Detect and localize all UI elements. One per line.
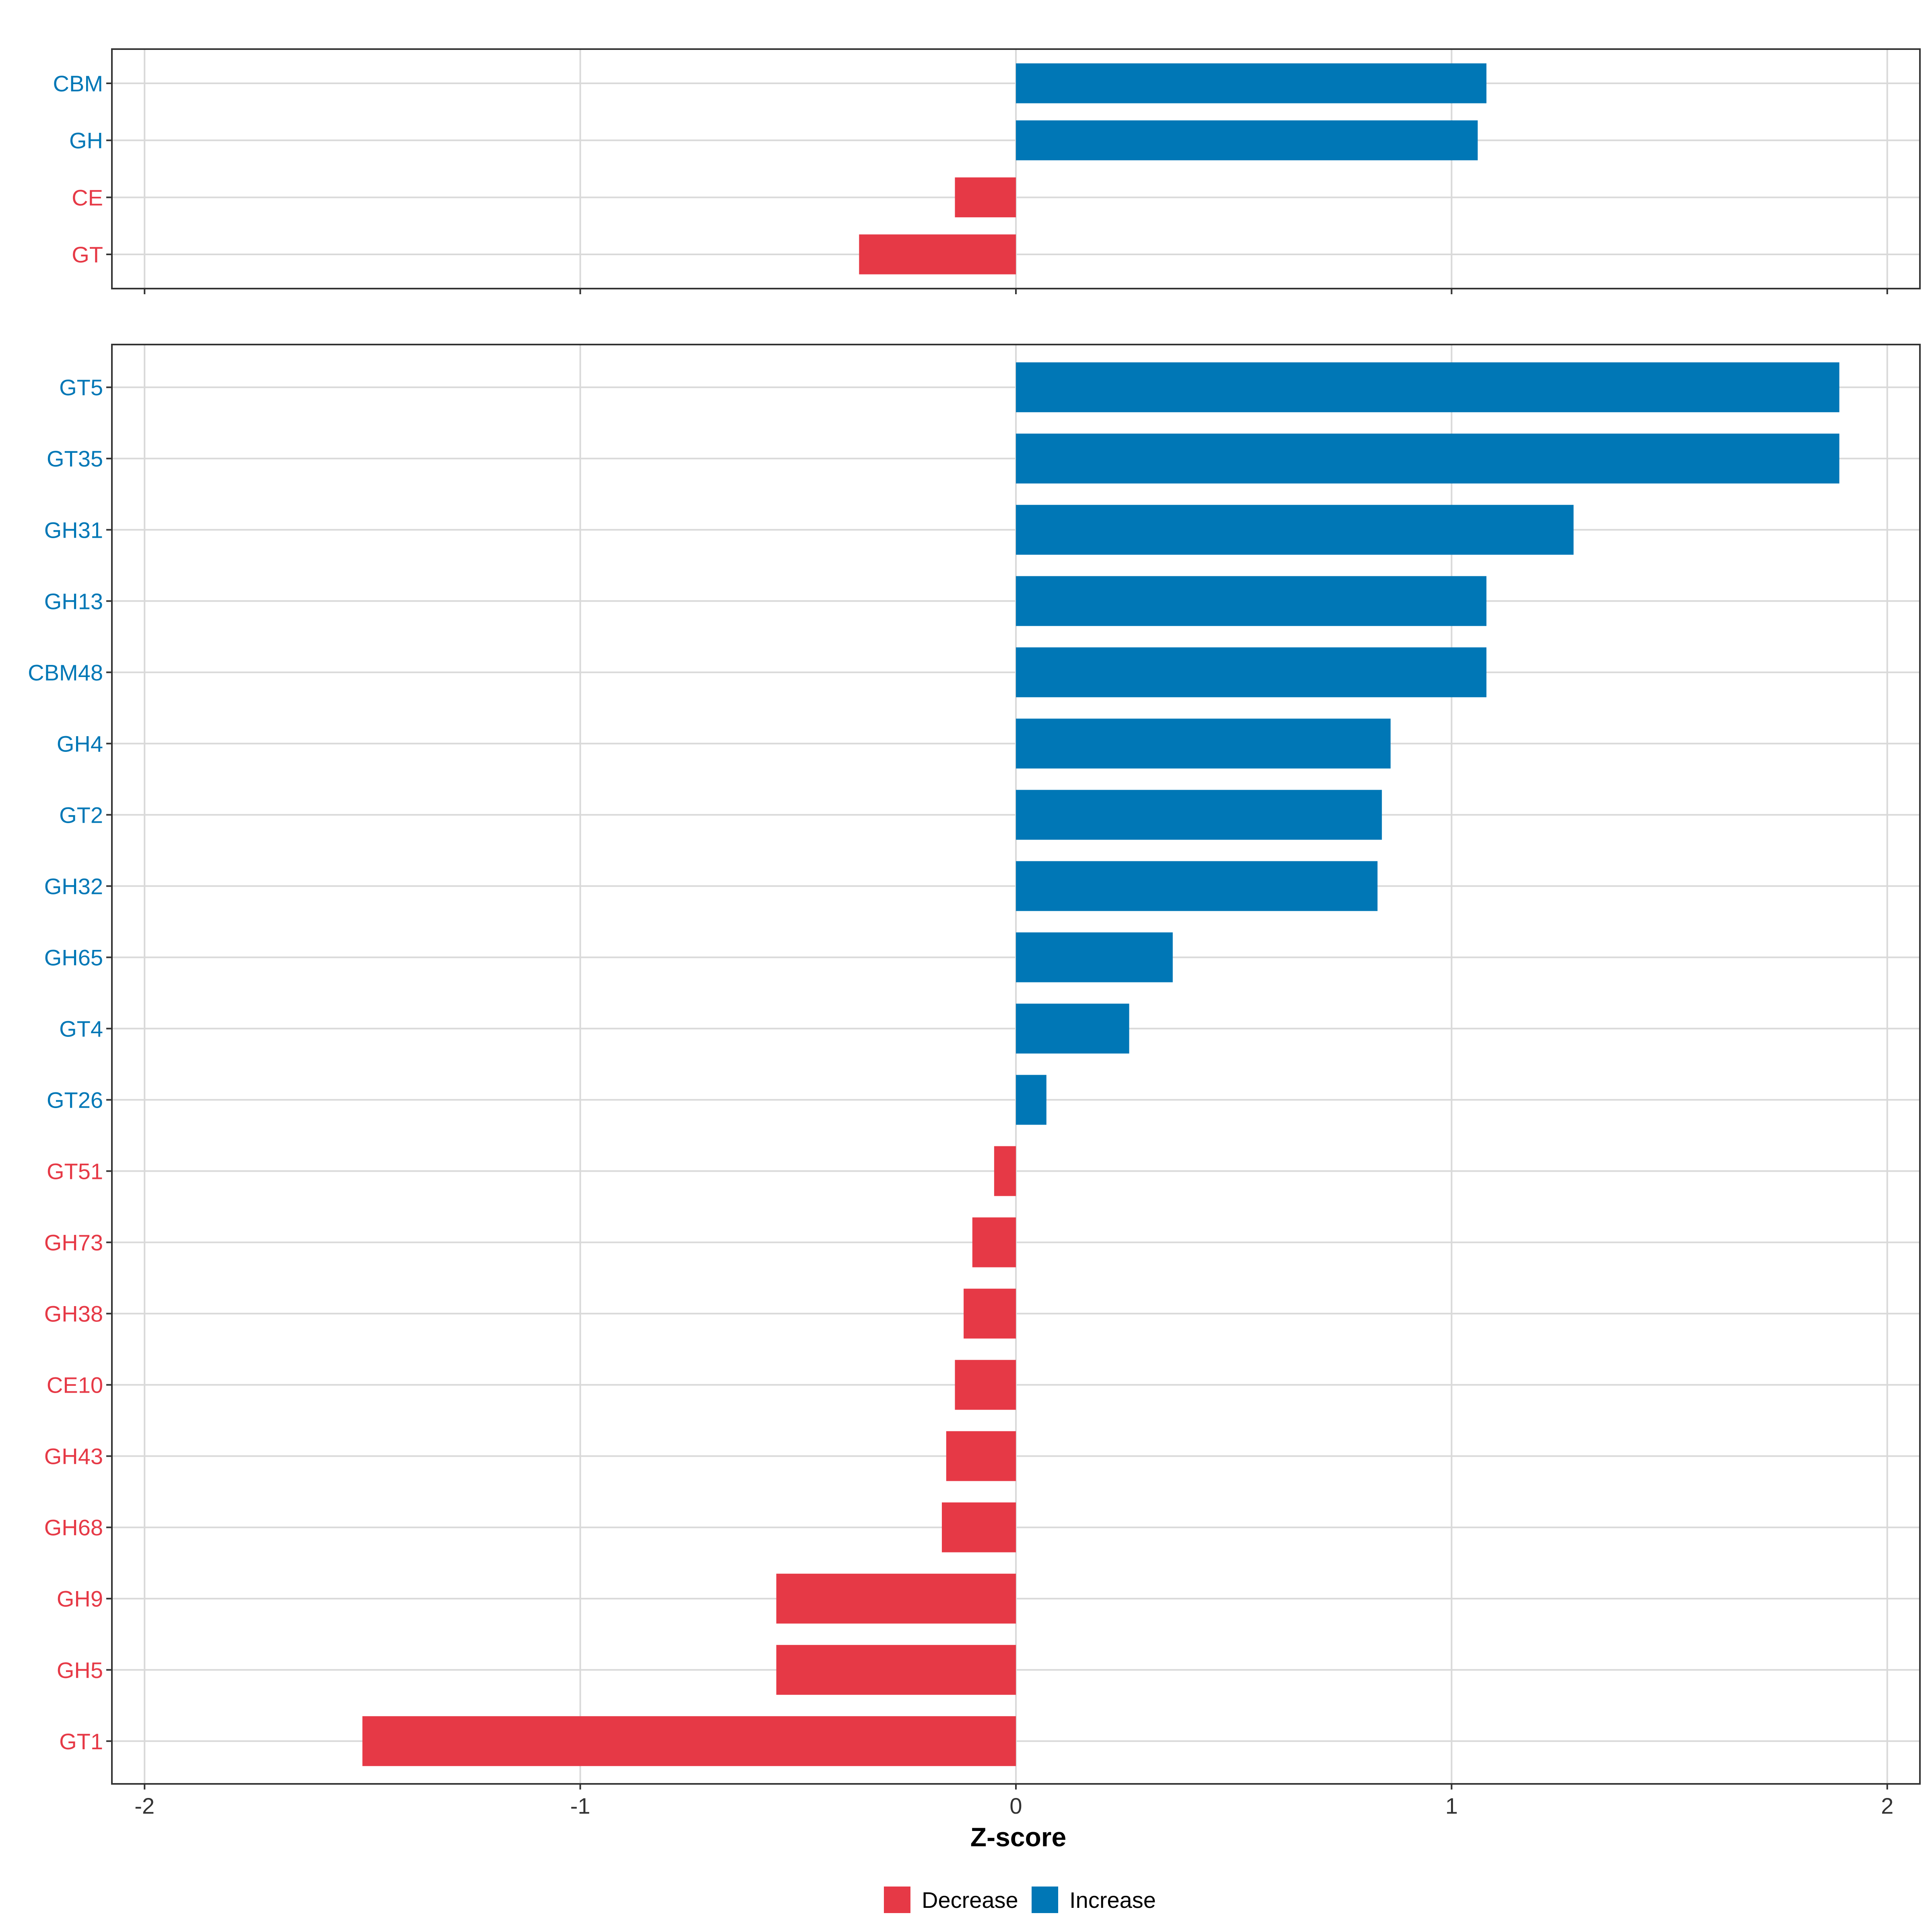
category-label-gt26: GT26 bbox=[47, 1088, 103, 1113]
bar-gt26 bbox=[1016, 1075, 1046, 1125]
legend-swatch-decrease bbox=[884, 1887, 910, 1913]
x-tick-label: -1 bbox=[570, 1793, 590, 1818]
bar-gh65 bbox=[1016, 932, 1173, 983]
legend-label-decrease: Decrease bbox=[922, 1887, 1018, 1913]
category-label-gh4: GH4 bbox=[57, 731, 103, 756]
category-label-gt35: GT35 bbox=[47, 446, 103, 471]
category-label-gh68: GH68 bbox=[44, 1515, 103, 1540]
category-label-gh9: GH9 bbox=[57, 1586, 103, 1612]
bar-gh73 bbox=[972, 1217, 1016, 1267]
category-label-cbm: CBM bbox=[53, 71, 103, 96]
category-label-ce10: CE10 bbox=[47, 1373, 103, 1398]
bar-gh31 bbox=[1016, 505, 1574, 555]
category-label-ce: CE bbox=[72, 185, 103, 210]
category-label-gh65: GH65 bbox=[44, 945, 103, 970]
category-label-gh5: GH5 bbox=[57, 1657, 103, 1683]
category-label-gh31: GH31 bbox=[44, 517, 103, 543]
category-label-gh73: GH73 bbox=[44, 1230, 103, 1255]
bar-gt1 bbox=[362, 1716, 1016, 1766]
bar-gt51 bbox=[994, 1146, 1016, 1196]
x-axis-title: Z-score bbox=[970, 1822, 1066, 1852]
bar-cbm48 bbox=[1016, 647, 1487, 698]
bar-gh68 bbox=[941, 1502, 1016, 1552]
legend: Decrease Increase bbox=[884, 1887, 1156, 1913]
category-label-gt: GT bbox=[72, 242, 103, 267]
legend-swatch-increase bbox=[1032, 1887, 1058, 1913]
bar-gt5 bbox=[1016, 362, 1839, 413]
bar-cbm bbox=[1016, 63, 1487, 103]
bar-gh9 bbox=[776, 1573, 1016, 1624]
bar-gh43 bbox=[946, 1431, 1016, 1481]
bar-ce10 bbox=[955, 1360, 1016, 1410]
bar-gt2 bbox=[1016, 790, 1382, 840]
category-label-gh32: GH32 bbox=[44, 873, 103, 899]
x-tick-label: 1 bbox=[1445, 1793, 1458, 1818]
category-label-gh38: GH38 bbox=[44, 1301, 103, 1327]
bar-gh5 bbox=[776, 1645, 1016, 1695]
top-panel: CBM GH CE GT bbox=[53, 48, 1921, 294]
bar-gt4 bbox=[1016, 1003, 1129, 1054]
bottom-panel: GT5 GT35 GH31 GH13 CBM48 GH4 GT2 GH32 GH65 GT4 GT2… bbox=[28, 344, 1921, 1818]
bar-gh32 bbox=[1016, 861, 1378, 911]
bar-gh4 bbox=[1016, 718, 1391, 769]
x-tick-label: 2 bbox=[1881, 1793, 1893, 1818]
category-label-gt2: GT2 bbox=[59, 802, 103, 828]
category-label-gh43: GH43 bbox=[44, 1444, 103, 1469]
category-label-gt1: GT1 bbox=[59, 1729, 103, 1754]
category-label-gt4: GT4 bbox=[59, 1016, 103, 1041]
bar-gt bbox=[859, 234, 1016, 275]
bar-gh38 bbox=[964, 1288, 1016, 1339]
category-label-gh: GH bbox=[69, 128, 103, 153]
category-label-cbm48: CBM48 bbox=[28, 660, 103, 685]
bar-ce bbox=[955, 177, 1016, 217]
x-tick-label: -2 bbox=[134, 1793, 155, 1818]
category-label-gh13: GH13 bbox=[44, 588, 103, 614]
category-label-gt5: GT5 bbox=[59, 375, 103, 400]
legend-label-increase: Increase bbox=[1069, 1887, 1156, 1913]
category-label-gt51: GT51 bbox=[47, 1159, 103, 1184]
x-tick-label: 0 bbox=[1009, 1793, 1022, 1818]
bar-gt35 bbox=[1016, 433, 1839, 484]
bar-gh bbox=[1016, 120, 1478, 161]
bar-gh13 bbox=[1016, 576, 1487, 626]
